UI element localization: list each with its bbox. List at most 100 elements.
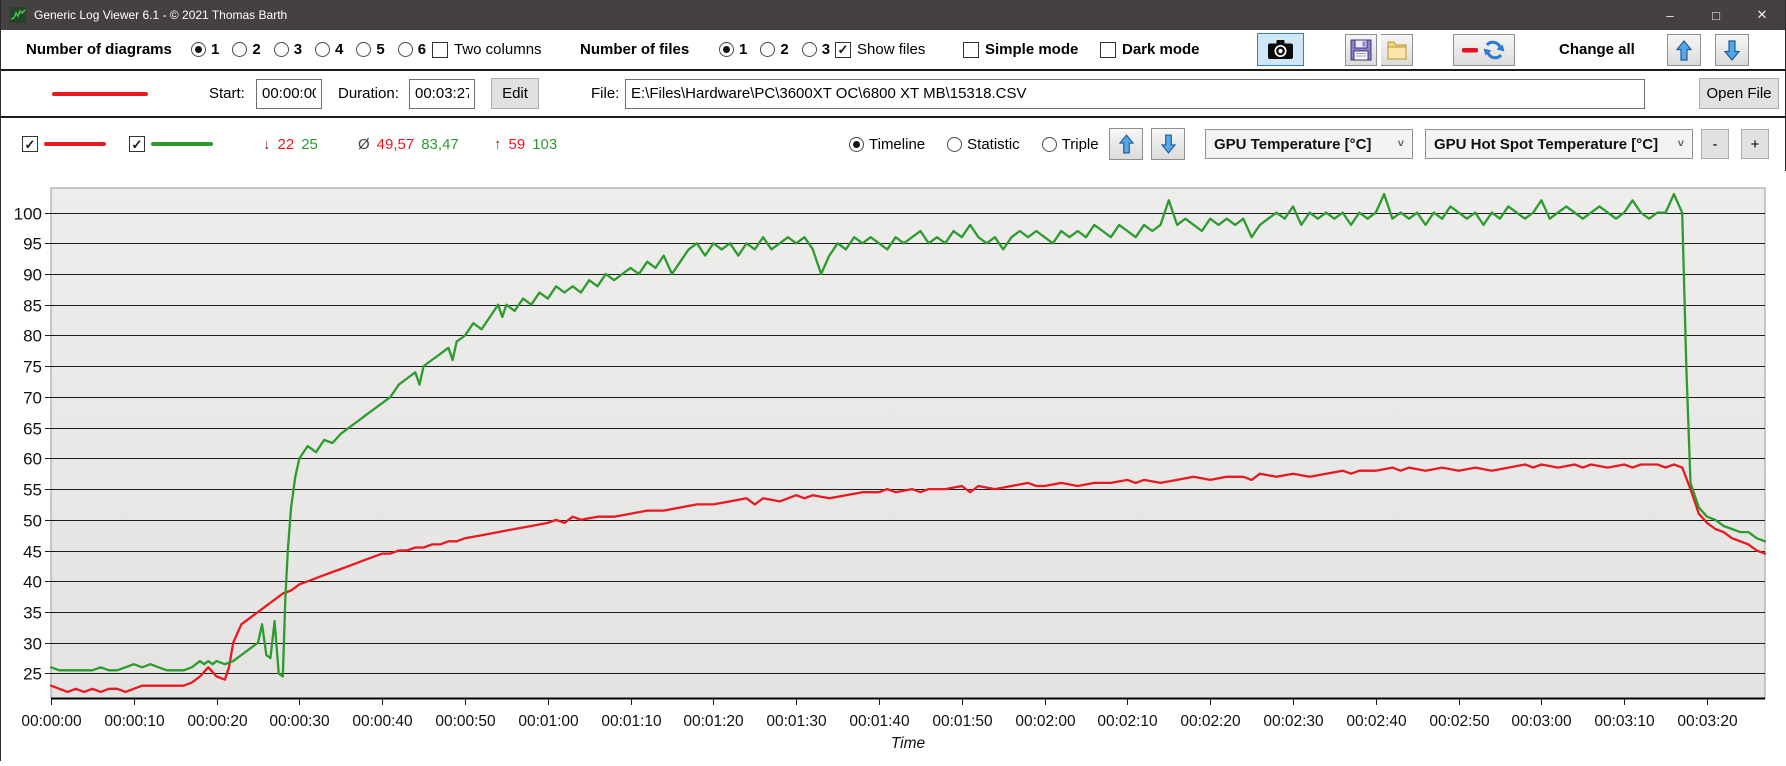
open-folder-button[interactable] [1381,34,1413,66]
open-file-button[interactable]: Open File [1699,78,1779,109]
series-up-button[interactable] [1109,128,1143,160]
x-tick-label: 00:01:50 [932,713,993,730]
window-title: Generic Log Viewer 6.1 - © 2021 Thomas B… [34,8,288,22]
radio-icon [273,42,289,57]
series2-color-swatch [151,142,213,146]
radio-icon [801,42,817,57]
y-tick-label: 95 [23,235,42,254]
radio-icon [760,42,776,57]
reset-zoom-button[interactable] [1453,34,1515,66]
file-count-radio-3[interactable]: 3 [801,41,830,58]
series1-visibility-checkbox[interactable] [22,118,106,170]
view-mode-radio-triple[interactable]: Triple [1041,135,1099,153]
screenshot-button[interactable] [1257,33,1304,66]
app-icon [10,7,26,23]
start-input[interactable] [256,71,322,116]
file-label: File: [591,85,620,102]
diagram-count-radio-3[interactable]: 3 [273,41,303,58]
save-button[interactable] [1345,34,1377,66]
series2-select[interactable]: GPU Hot Spot Temperature [°C] ˅ [1425,129,1693,159]
x-axis-title: Time [891,735,926,752]
series2-visibility-checkbox[interactable] [129,118,213,170]
x-tick-label: 00:00:00 [21,713,82,730]
radio-icon [1041,136,1057,152]
zoom-in-button[interactable]: + [1741,129,1769,159]
checkbox-icon [432,41,448,58]
diagram-count-radio-6[interactable]: 6 [397,41,426,58]
radio-label: 1 [211,41,220,58]
file-path-input[interactable] [625,71,1645,116]
radio-icon [191,42,206,57]
arrow-down-icon [1160,134,1176,154]
y-tick-label: 90 [23,266,42,285]
series1-select[interactable]: GPU Temperature [°C] ˅ [1205,129,1413,159]
dark-mode-checkbox[interactable]: Dark mode [1100,30,1200,69]
maximize-button[interactable]: □ [1712,7,1720,23]
max-icon: ↑ [494,135,502,153]
change-all-label: Change all [1559,41,1635,58]
radio-icon [849,136,864,152]
view-mode-radio-statistic[interactable]: Statistic [947,136,1020,153]
x-tick-label: 00:00:30 [269,713,330,730]
x-tick-label: 00:02:30 [1263,713,1324,730]
radio-icon [947,136,963,152]
line-refresh-icon [1462,40,1505,60]
diagram-count-radio-5[interactable]: 5 [356,41,385,58]
chart-controls-row: ↓ 22 25 Ø 49,57 83,47 ↑ 59 103 Timeline S… [1,118,1785,170]
camera-icon [1268,40,1293,59]
y-tick-label: 80 [23,327,42,346]
x-tick-label: 00:02:00 [1015,713,1076,730]
change-all-down-button[interactable] [1715,34,1749,66]
show-files-checkbox[interactable]: Show files [835,30,925,69]
simple-mode-checkbox[interactable]: Simple mode [963,30,1078,69]
x-tick-label: 00:01:30 [766,713,827,730]
radio-icon [719,42,734,57]
y-tick-label: 70 [23,389,42,408]
max-stat: ↑ 59 103 [494,135,558,153]
chevron-down-icon: ˅ [1677,138,1684,150]
file-count-radio-1[interactable]: 1 [719,41,747,58]
series-down-button[interactable] [1151,128,1185,160]
y-tick-label: 55 [23,481,42,500]
two-columns-checkbox[interactable]: Two columns [432,30,542,69]
radio-icon [232,42,248,57]
x-axis-labels: 00:00:00 00:00:10 00:00:20 00:00:30 00:00:40… [21,698,1738,730]
minimize-button[interactable]: – [1666,7,1674,23]
diagram-count-radio-4[interactable]: 4 [315,41,343,58]
y-tick-label: 75 [23,358,42,377]
x-tick-label: 00:01:20 [683,713,744,730]
duration-input[interactable] [409,71,475,116]
radio-label: 5 [376,41,385,58]
zoom-out-button[interactable]: - [1701,129,1729,159]
x-tick-label: 00:01:40 [849,713,910,730]
temperature-chart[interactable]: 25 30 35 40 45 50 55 60 65 70 75 80 85 90 95 100 00:00:0… [1,171,1786,761]
radio-label: 2 [252,41,261,58]
edit-button[interactable]: Edit [491,78,539,109]
close-button[interactable]: ✕ [1756,7,1768,22]
x-tick-label: 00:03:10 [1594,713,1655,730]
y-tick-label: 60 [23,450,42,469]
checkbox-icon [835,41,851,58]
view-mode-radio-timeline[interactable]: Timeline [849,136,925,153]
window-controls: – □ ✕ [1647,0,1785,30]
radio-label: 3 [293,41,303,58]
gridlines [45,213,1765,674]
y-tick-label: 25 [23,665,42,684]
radio-label: Triple [1061,135,1099,153]
x-tick-label: 00:02:50 [1429,713,1490,730]
folder-icon [1387,41,1406,59]
y-tick-label: 40 [23,573,42,592]
y-tick-label: 30 [23,635,42,654]
diagram-count-radio-2[interactable]: 2 [232,41,261,58]
x-tick-label: 00:01:10 [601,713,662,730]
x-tick-label: 00:02:40 [1346,713,1407,730]
arrow-down-icon [1724,39,1740,61]
diagram-count-radio-1[interactable]: 1 [191,41,219,58]
change-all-up-button[interactable] [1667,34,1701,66]
x-tick-label: 00:00:10 [104,713,165,730]
avg-stat: Ø 49,57 83,47 [358,135,459,153]
x-tick-label: 00:03:00 [1511,713,1572,730]
diagram-count-radio-group: 1 2 3 4 5 6 [191,30,426,69]
start-label: Start: [209,85,245,102]
file-count-radio-2[interactable]: 2 [760,41,789,58]
